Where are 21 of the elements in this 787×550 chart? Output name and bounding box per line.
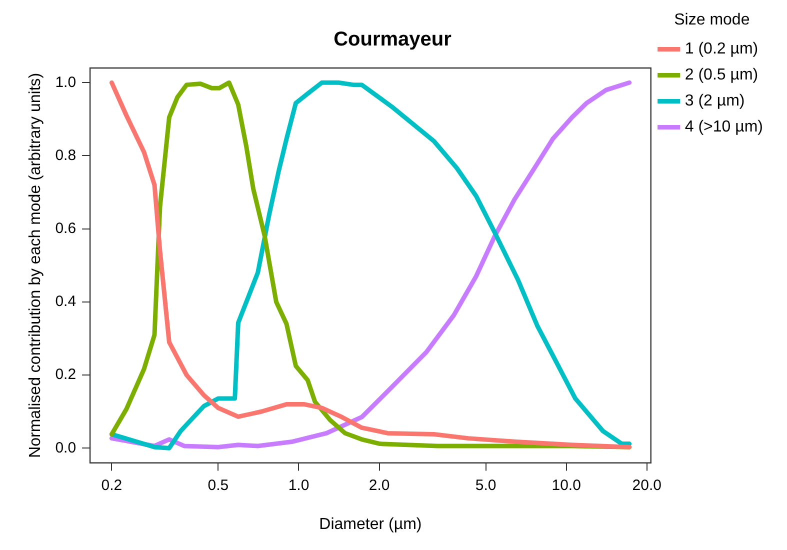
x-tick-label: 20.0 — [632, 476, 662, 494]
chart-title: Courmayeur — [334, 28, 452, 51]
legend-label: 2 (0.5 µm) — [684, 66, 758, 84]
x-tick-label: 10.0 — [552, 476, 581, 494]
y-tick-label: 1.0 — [55, 74, 76, 91]
y-tick-label: 0.0 — [55, 439, 76, 456]
y-tick-label: 0.4 — [55, 293, 76, 310]
y-tick-label: 0.8 — [55, 146, 76, 164]
legend-title: Size mode — [674, 11, 750, 28]
x-tick-label: 1.0 — [288, 476, 310, 494]
x-tick-label: 0.5 — [208, 476, 229, 494]
legend-label: 4 (>10 µm) — [684, 118, 764, 136]
x-tick-label: 0.2 — [101, 476, 122, 494]
x-tick-label: 5.0 — [475, 476, 496, 494]
x-axis-title: Diameter (µm) — [319, 516, 422, 533]
legend-label: 1 (0.2 µm) — [684, 40, 758, 58]
y-axis-title: Normalised contribution by each mode (arbitrary units) — [27, 72, 44, 458]
y-tick-label: 0.6 — [55, 220, 76, 237]
legend-label: 3 (2 µm) — [684, 92, 745, 110]
x-tick-label: 2.0 — [368, 476, 390, 494]
y-tick-label: 0.2 — [55, 366, 76, 384]
